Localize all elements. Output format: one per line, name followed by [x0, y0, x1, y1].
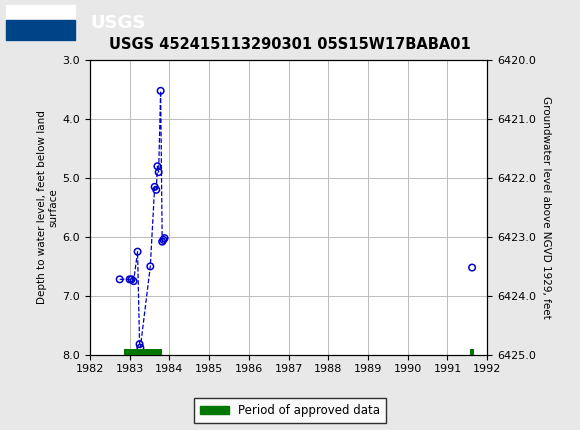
Point	[133, 248, 142, 255]
Text: USGS 452415113290301 05S15W17BABA01: USGS 452415113290301 05S15W17BABA01	[109, 37, 471, 52]
Point	[129, 278, 138, 285]
Bar	[124, 349, 162, 355]
Point	[158, 238, 167, 245]
Point	[151, 186, 161, 193]
Bar	[470, 349, 474, 355]
Point	[154, 169, 164, 175]
Point	[160, 235, 169, 242]
Point	[467, 264, 477, 271]
Point	[156, 87, 165, 94]
Point	[153, 163, 162, 170]
Text: USGS: USGS	[90, 14, 145, 31]
Point	[115, 276, 124, 283]
Point	[125, 276, 135, 283]
Point	[127, 276, 136, 283]
Y-axis label: Groundwater level above NGVD 1929, feet: Groundwater level above NGVD 1929, feet	[542, 96, 552, 319]
Point	[135, 341, 144, 347]
Point	[136, 344, 145, 351]
Y-axis label: Depth to water level, feet below land
surface: Depth to water level, feet below land su…	[37, 111, 58, 304]
Point	[150, 184, 160, 190]
Point	[146, 263, 155, 270]
FancyBboxPatch shape	[6, 6, 75, 40]
Point	[159, 237, 168, 243]
Legend: Period of approved data: Period of approved data	[194, 398, 386, 423]
